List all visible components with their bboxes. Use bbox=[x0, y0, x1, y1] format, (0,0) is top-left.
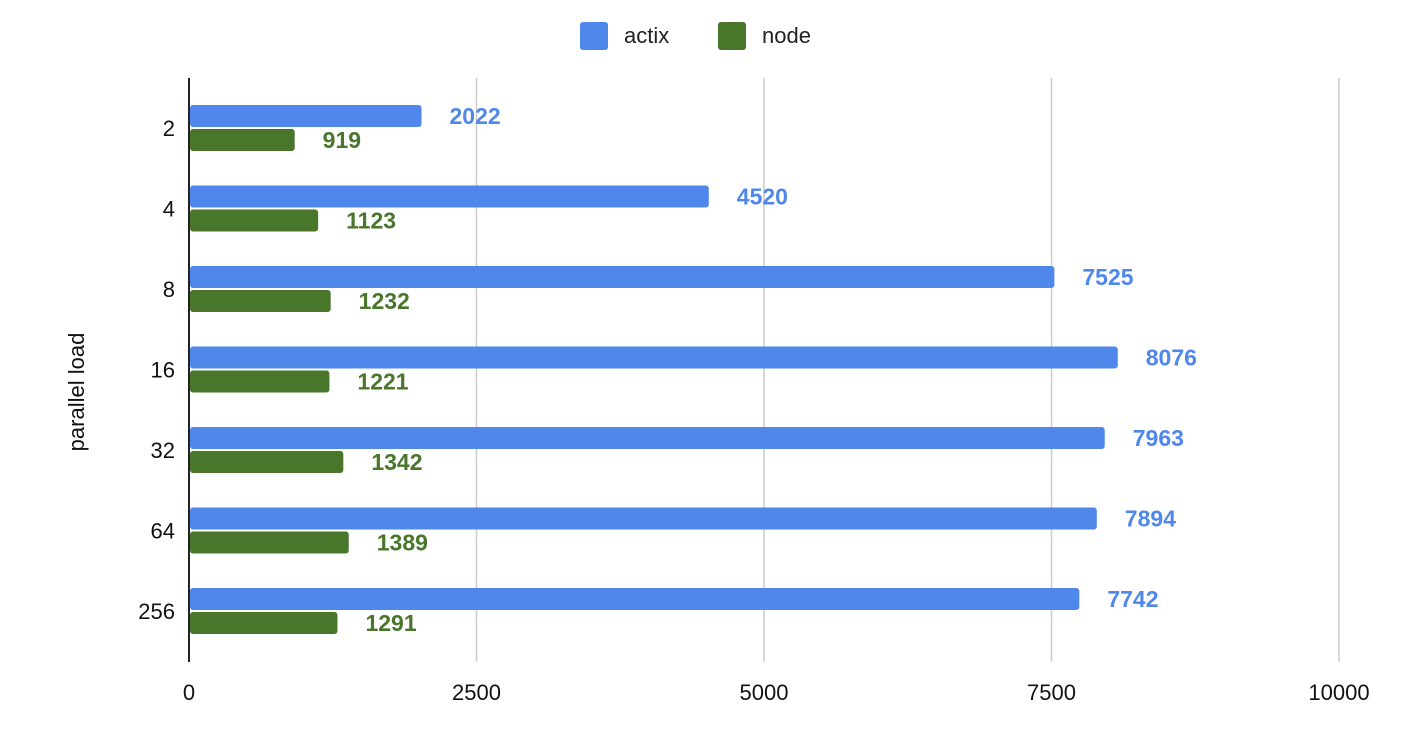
y-tick-label: 16 bbox=[151, 358, 175, 383]
gridlines bbox=[475, 78, 1340, 662]
y-tick-label: 256 bbox=[138, 599, 175, 624]
data-label-actix: 7963 bbox=[1133, 425, 1184, 451]
y-tick-label: 32 bbox=[151, 438, 175, 463]
legend-swatch-actix bbox=[580, 22, 608, 50]
bar-node bbox=[190, 129, 295, 151]
data-label-actix: 8076 bbox=[1146, 345, 1197, 371]
bar-node bbox=[190, 290, 331, 312]
x-tick-label: 2500 bbox=[452, 680, 501, 705]
y-tick-label: 4 bbox=[163, 197, 175, 222]
legend-label-actix: actix bbox=[624, 23, 669, 48]
x-tick-label: 5000 bbox=[740, 680, 789, 705]
x-tick-label: 0 bbox=[183, 680, 195, 705]
y-tick-label: 8 bbox=[163, 277, 175, 302]
data-label-actix: 2022 bbox=[450, 103, 501, 129]
bar-actix bbox=[190, 185, 709, 208]
data-label-actix: 7525 bbox=[1082, 264, 1133, 290]
bar-actix bbox=[190, 346, 1118, 369]
data-label-node: 1232 bbox=[359, 288, 410, 314]
data-label-node: 1123 bbox=[346, 208, 396, 234]
data-label-node: 1221 bbox=[357, 369, 408, 395]
bar-actix bbox=[190, 266, 1055, 288]
tick-labels: 0 2500 5000 7500 10000 2 4 8 16 32 64 256 bbox=[138, 116, 1369, 705]
y-tick-label: 2 bbox=[163, 116, 175, 141]
data-label-actix: 7894 bbox=[1125, 506, 1176, 532]
bars: 2022 919 4520 1123 7525 1232 8076 1221 7963 1342 7… bbox=[190, 103, 1197, 636]
bar-node bbox=[190, 612, 338, 634]
data-label-actix: 4520 bbox=[737, 184, 788, 210]
y-tick-label: 64 bbox=[151, 519, 175, 544]
x-tick-label: 7500 bbox=[1027, 680, 1076, 705]
bar-actix bbox=[190, 105, 422, 127]
bar-node bbox=[190, 451, 344, 473]
data-label-node: 1389 bbox=[377, 530, 428, 556]
y-axis-title: parallel load bbox=[64, 333, 89, 452]
bar-actix bbox=[190, 427, 1105, 449]
bar-node bbox=[190, 209, 319, 232]
bar-actix bbox=[190, 588, 1080, 610]
legend-swatch-node bbox=[718, 22, 746, 50]
data-label-node: 1291 bbox=[365, 610, 416, 636]
bar-actix bbox=[190, 507, 1097, 530]
bar-node bbox=[190, 370, 330, 393]
legend: actix node bbox=[580, 22, 811, 50]
x-tick-label: 10000 bbox=[1308, 680, 1369, 705]
legend-label-node: node bbox=[762, 23, 811, 48]
data-label-actix: 7742 bbox=[1107, 586, 1158, 612]
bar-node bbox=[190, 531, 349, 554]
data-label-node: 919 bbox=[323, 127, 361, 153]
data-label-node: 1342 bbox=[371, 449, 422, 475]
